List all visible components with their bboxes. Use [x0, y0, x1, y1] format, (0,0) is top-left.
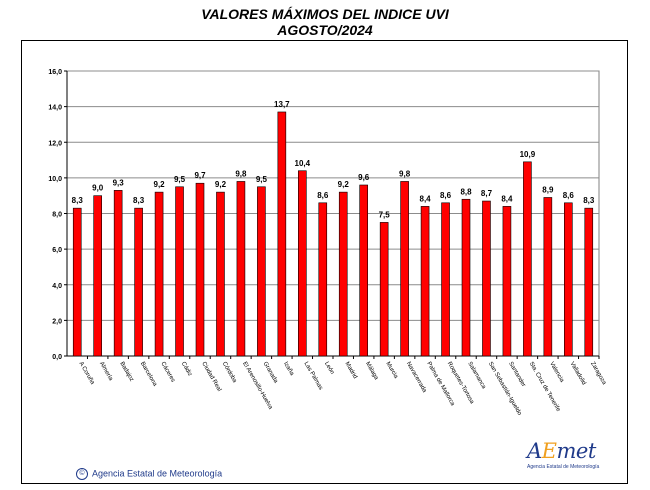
x-tick-label: Almería	[98, 361, 114, 382]
bar	[257, 186, 266, 357]
chart-frame	[21, 40, 628, 484]
x-tick-label: Cádiz	[180, 361, 193, 377]
aemet-logo: AEmet Agencia Estatal de Meteorología	[527, 439, 600, 474]
bar-value-label: 9,5	[174, 175, 186, 184]
bar	[216, 191, 225, 357]
x-tick-label: Valencia	[548, 361, 565, 384]
bar	[502, 206, 512, 357]
bar	[93, 195, 102, 357]
bar	[584, 207, 594, 357]
y-tick-label: 0,0	[52, 354, 62, 361]
chart-subtitle: AGOSTO/2024	[277, 22, 373, 38]
x-tick-label: Granada	[262, 361, 279, 385]
bar-value-label: 9,3	[113, 178, 125, 187]
bar-value-label: 9,0	[92, 184, 104, 193]
x-tick-label: Murcia	[384, 361, 399, 380]
bar-value-label: 8,3	[133, 196, 145, 205]
credit-text: Agencia Estatal de Meteorología	[92, 468, 223, 479]
y-tick-label: 6,0	[52, 247, 62, 254]
copyright-credit: © Agencia Estatal de Meteorología	[76, 468, 222, 480]
logo-letter-e: E	[541, 439, 557, 463]
bar-value-label: 8,6	[563, 191, 575, 200]
x-tick-label: Badajoz	[118, 361, 134, 383]
bar	[175, 186, 184, 357]
x-tick-label: Navacerrada	[405, 361, 428, 394]
bar	[236, 181, 246, 357]
bar	[154, 191, 164, 357]
x-tick-label: León	[323, 361, 335, 376]
bar	[134, 207, 143, 357]
logo-subtitle: Agencia Estatal de Meteorología	[527, 464, 600, 470]
bar	[72, 207, 82, 357]
bar	[318, 202, 328, 357]
bar-value-label: 13,7	[274, 100, 290, 109]
copyright-icon: ©	[76, 468, 88, 480]
bar	[441, 202, 450, 357]
bar-value-label: 8,3	[583, 196, 595, 205]
bar-value-label: 9,2	[215, 180, 227, 189]
bar	[277, 111, 287, 357]
bar-value-label: 9,8	[235, 169, 247, 178]
y-tick-label: 4,0	[52, 283, 62, 290]
bar-value-label: 8,8	[460, 187, 472, 196]
bar-value-label: 10,9	[520, 150, 536, 159]
bar	[523, 161, 532, 357]
bar	[359, 184, 368, 357]
logo-letter-a: A	[527, 439, 542, 463]
x-tick-label: Ciudad Real	[200, 361, 222, 393]
bar	[420, 206, 430, 357]
bar-value-label: 9,6	[358, 173, 370, 182]
bar-value-label: 9,2	[154, 180, 166, 189]
bar-value-label: 8,7	[481, 189, 493, 198]
x-tick-label: Córdoba	[221, 361, 238, 385]
bar-value-label: 8,3	[72, 196, 84, 205]
bar	[113, 190, 123, 357]
x-tick-label: Santander	[507, 361, 526, 388]
bar	[482, 200, 491, 357]
x-tick-label: Izaña	[282, 361, 295, 377]
x-tick-label: Valladolid	[569, 361, 587, 386]
y-tick-label: 14,0	[48, 105, 62, 112]
x-tick-label: A Coruña	[77, 361, 95, 386]
bar-value-label: 9,7	[194, 171, 206, 180]
bar-value-label: 8,6	[440, 191, 452, 200]
y-tick-label: 10,0	[48, 176, 62, 183]
x-tick-label: Barcelona	[139, 361, 158, 388]
x-tick-label: Málaga	[364, 361, 379, 382]
x-tick-label: Salamanca	[466, 361, 487, 391]
x-tick-label: Madrid	[343, 361, 357, 380]
x-tick-label: Zaragoza	[589, 361, 607, 387]
bar-value-label: 8,4	[420, 194, 432, 203]
bar	[461, 198, 471, 357]
chart-title: VALORES MÁXIMOS DEL INDICE UVI	[201, 6, 449, 22]
logo-letters-met: met	[556, 439, 597, 463]
y-tick-label: 16,0	[48, 69, 62, 76]
x-tick-label: Las Palmas	[303, 361, 324, 391]
bar-value-label: 9,8	[399, 169, 411, 178]
bar	[543, 197, 553, 357]
y-tick-label: 12,0	[48, 140, 62, 147]
bar-value-label: 8,4	[501, 194, 513, 203]
y-tick-label: 8,0	[52, 212, 62, 219]
x-tick-label: Cáceres	[159, 361, 175, 383]
bar	[379, 222, 389, 357]
bar	[195, 182, 205, 357]
bar	[400, 181, 409, 357]
bar-value-label: 9,2	[338, 180, 350, 189]
bar-value-label: 7,5	[379, 210, 391, 219]
bar-value-label: 10,4	[295, 159, 311, 168]
bar	[338, 191, 348, 357]
bar-value-label: 8,9	[542, 185, 554, 194]
bar-value-label: 9,5	[256, 175, 268, 184]
y-tick-label: 2,0	[52, 318, 62, 325]
bar	[564, 202, 573, 357]
bar	[298, 170, 307, 357]
bar-value-label: 8,6	[317, 191, 329, 200]
